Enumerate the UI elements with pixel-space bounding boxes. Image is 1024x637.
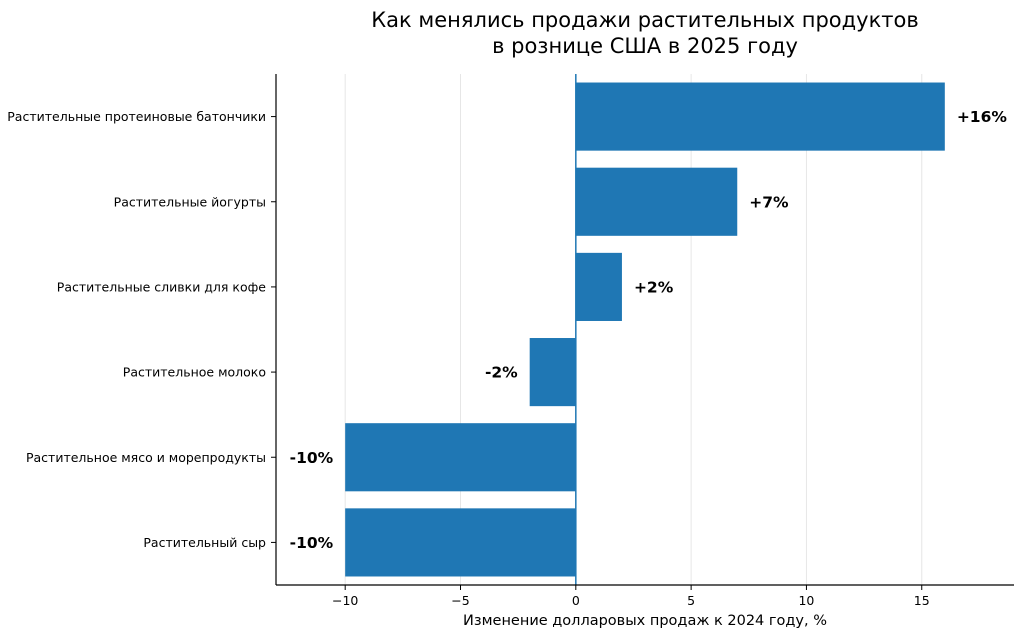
category-labels: Растительные протеиновые батончики Растит…: [7, 109, 276, 550]
axes: [275, 74, 1014, 586]
bar: [575, 167, 738, 236]
data-label: -10%: [290, 449, 334, 467]
data-labels: +16% +7% +2% -2% -10% -10%: [290, 108, 1008, 552]
x-tick-label: 0: [572, 593, 580, 608]
data-label: +2%: [634, 278, 674, 296]
category-label: Растительные сливки для кофе: [57, 279, 267, 294]
bar: [575, 252, 622, 321]
bar: [345, 423, 576, 492]
bar: [345, 508, 576, 577]
bar: [529, 338, 576, 407]
data-label: +7%: [749, 193, 789, 211]
bars: [345, 82, 945, 577]
x-axis-label: Изменение долларовых продаж к 2024 году,…: [463, 613, 827, 629]
chart-title-line-1: Как менялись продажи растительных продук…: [371, 8, 918, 32]
bar: [575, 82, 945, 151]
category-label: Растительные йогурты: [114, 194, 266, 209]
grid-lines: [344, 74, 923, 585]
chart-title-line-2: в рознице США в 2025 году: [492, 34, 798, 58]
category-label: Растительное мясо и морепродукты: [26, 450, 266, 465]
x-tick-label: −10: [332, 593, 358, 608]
category-label: Растительный сыр: [143, 535, 266, 550]
x-tick-label: −5: [451, 593, 469, 608]
data-label: +16%: [957, 108, 1008, 126]
data-label: -10%: [290, 534, 334, 552]
category-label: Растительные протеиновые батончики: [7, 109, 266, 124]
category-label: Растительное молоко: [123, 365, 266, 380]
data-label: -2%: [485, 364, 518, 382]
x-ticks: −10 −5 0 5 10 15: [332, 585, 930, 608]
x-tick-label: 5: [687, 593, 695, 608]
x-tick-label: 10: [798, 593, 814, 608]
x-tick-label: 15: [914, 593, 930, 608]
